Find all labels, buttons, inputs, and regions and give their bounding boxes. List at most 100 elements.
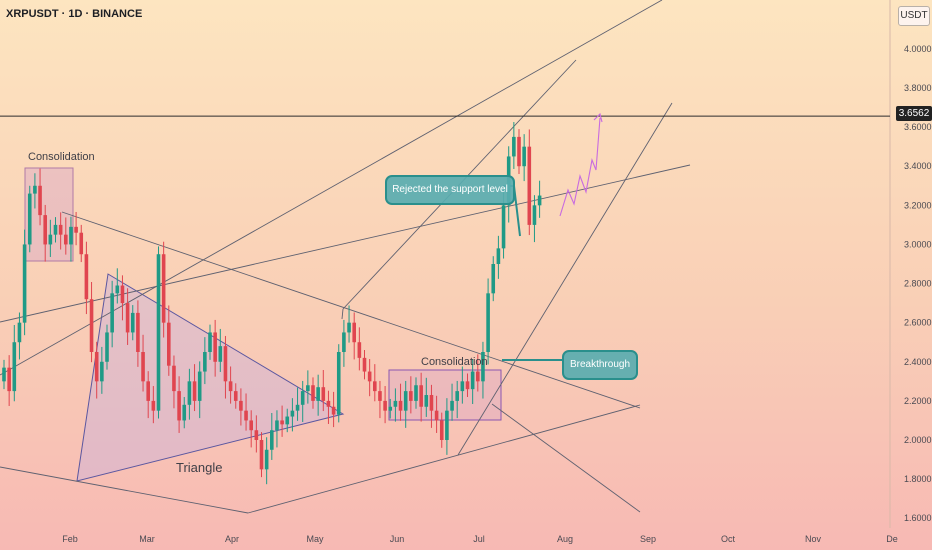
- candle-body: [486, 293, 490, 352]
- candle-body: [434, 410, 439, 421]
- candle-body: [27, 193, 32, 245]
- candle-body: [192, 381, 197, 401]
- candle-body: [249, 420, 253, 431]
- candle-body: [326, 400, 331, 407]
- y-tick-label: 2.6000: [904, 318, 932, 328]
- candle-body: [187, 381, 192, 405]
- candle-body: [259, 440, 264, 470]
- y-tick-label: 4.0000: [904, 44, 932, 54]
- trend-line: [0, 164, 691, 323]
- y-tick-label: 2.8000: [904, 279, 932, 289]
- candle-body: [373, 381, 377, 392]
- candle-body: [275, 420, 279, 431]
- x-tick-label: Sep: [640, 534, 656, 544]
- rejected-support-callout: Rejected the support level: [385, 175, 515, 205]
- candle-body: [336, 352, 341, 415]
- y-tick-label: 2.4000: [904, 357, 932, 367]
- candle-body: [197, 371, 202, 401]
- candle-body: [537, 195, 542, 206]
- candle-body: [136, 312, 140, 352]
- currency-badge[interactable]: USDT: [898, 6, 930, 26]
- candle-body: [244, 410, 248, 421]
- candle-body: [208, 332, 212, 352]
- candle-body: [94, 352, 99, 382]
- candle-body: [105, 332, 109, 362]
- trend-line: [341, 308, 344, 320]
- trend-line: [247, 404, 641, 514]
- candle-body: [38, 185, 42, 216]
- candle-body: [290, 410, 295, 417]
- y-tick-label: 1.8000: [904, 474, 932, 484]
- consolidation-label-1: Consolidation: [28, 151, 95, 163]
- candle-body: [33, 185, 37, 194]
- candle-body: [239, 400, 243, 411]
- candle-body: [352, 322, 356, 343]
- candle-body: [429, 395, 434, 411]
- trend-line: [457, 102, 673, 456]
- candle-body: [409, 391, 413, 401]
- candle-body: [254, 430, 259, 440]
- candle-body: [22, 244, 27, 323]
- projection-arrow: [593, 112, 603, 123]
- candle-body: [460, 381, 465, 392]
- y-tick-label: 1.6000: [904, 513, 932, 523]
- candle-body: [43, 215, 47, 245]
- candle-body: [527, 146, 532, 225]
- x-tick-label: Jul: [473, 534, 485, 544]
- candle-body: [233, 391, 238, 401]
- candle-body: [7, 367, 11, 392]
- candle-body: [378, 391, 382, 401]
- candle-body: [115, 285, 120, 294]
- candle-body: [89, 299, 94, 352]
- candle-body: [182, 404, 187, 421]
- x-tick-label: May: [306, 534, 324, 544]
- candle-body: [2, 367, 6, 382]
- candle-body: [424, 395, 429, 407]
- candle-body: [295, 404, 300, 411]
- candle-body: [74, 226, 78, 233]
- candle-body: [223, 346, 228, 382]
- y-tick-label: 3.8000: [904, 83, 932, 93]
- candle-body: [455, 391, 459, 401]
- candle-body: [264, 449, 269, 470]
- triangle-label: Triangle: [176, 460, 223, 475]
- candle-body: [141, 352, 145, 382]
- consolidation-box-1: [24, 167, 74, 262]
- y-tick-label: 2.2000: [904, 396, 932, 406]
- candle-body: [491, 264, 496, 294]
- candle-body: [161, 254, 166, 323]
- candle-body: [465, 381, 470, 390]
- trend-line: [0, 0, 663, 376]
- candle-body: [362, 357, 367, 372]
- candle-body: [357, 342, 362, 358]
- candle-body: [522, 146, 526, 167]
- candle-body: [342, 332, 346, 352]
- candle-body: [331, 406, 336, 415]
- candle-body: [151, 400, 156, 411]
- y-tick-label: 2.0000: [904, 435, 932, 445]
- candle-body: [306, 385, 310, 392]
- candle-body: [445, 410, 449, 440]
- candle-body: [53, 224, 58, 235]
- candle-body: [414, 385, 418, 401]
- candle-body: [470, 371, 475, 390]
- candle-body: [419, 385, 423, 407]
- candle-body: [203, 352, 207, 372]
- x-tick-label: Aug: [557, 534, 573, 544]
- x-tick-label: Mar: [139, 534, 155, 544]
- projection-path: [559, 117, 601, 217]
- candle-body: [79, 232, 84, 255]
- trend-line: [0, 466, 249, 514]
- x-tick-label: De: [886, 534, 898, 544]
- candle-body: [270, 430, 274, 450]
- candle-body: [48, 234, 53, 245]
- candle-body: [393, 400, 398, 407]
- candle-body: [300, 391, 305, 405]
- candle-body: [496, 248, 501, 264]
- candle-body: [532, 205, 537, 225]
- trend-line: [491, 403, 641, 513]
- candle-body: [512, 136, 516, 157]
